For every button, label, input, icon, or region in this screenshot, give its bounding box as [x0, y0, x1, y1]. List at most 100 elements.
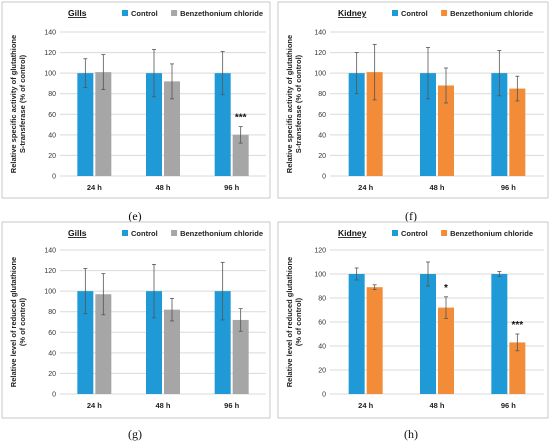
significance-label: ***: [235, 113, 247, 124]
legend-swatch: [392, 230, 398, 236]
y-axis-label: Relative specific activity of glutathion…: [285, 35, 294, 173]
y-tick-label: 100: [314, 71, 326, 78]
panel-title: Kidney: [338, 228, 367, 238]
bar: [420, 274, 436, 394]
legend-swatch: [171, 230, 178, 236]
panel-title: Gills: [68, 8, 87, 18]
x-tick-label: 96 h: [224, 401, 239, 410]
legend-swatch: [441, 230, 448, 236]
bar: [164, 81, 180, 176]
legend-swatch: [441, 10, 448, 16]
legend-label: Control: [131, 9, 158, 18]
legend-swatch: [122, 10, 128, 16]
y-tick-label: 80: [48, 91, 56, 98]
y-tick-label: 100: [44, 71, 56, 78]
significance-label: *: [444, 283, 448, 294]
chart-panel: 0 20 40 60 80 100 120 140 Relative specific acti…: [1, 1, 271, 223]
x-tick-label: 24 h: [358, 183, 373, 192]
panel-title: Gills: [68, 228, 87, 238]
bar: [164, 309, 180, 394]
legend-label: Benzethonium chloride: [180, 229, 263, 238]
x-tick-label: 48 h: [155, 183, 170, 192]
significance-label: ***: [511, 320, 523, 331]
panel-caption: (e): [128, 209, 141, 223]
bar: [509, 88, 526, 176]
y-tick-label: 40: [48, 132, 56, 139]
bar: [491, 274, 508, 394]
bar: [77, 73, 94, 176]
y-tick-label: 120: [314, 248, 326, 255]
chart-panel: 0 20 40 60 80 100 120 140 Relative level of redu…: [1, 221, 271, 441]
legend-swatch: [171, 10, 178, 16]
legend-label: Control: [401, 9, 428, 18]
y-tick-label: 60: [48, 112, 56, 119]
bar: [95, 294, 112, 394]
bar: [438, 85, 454, 176]
legend-label: Control: [131, 229, 158, 238]
bar: [366, 287, 383, 394]
y-tick-label: 120: [314, 50, 326, 57]
bar: [77, 291, 94, 394]
y-axis-label: Relative level of reduced glutathione: [9, 257, 18, 387]
y-tick-label: 80: [318, 296, 326, 303]
panel-caption: (g): [128, 427, 142, 441]
panel-caption: (h): [404, 427, 418, 441]
y-tick-label: 120: [44, 268, 56, 275]
y-tick-label: 20: [48, 371, 56, 378]
chart-panel: 0 20 40 60 80 100 120 140 Relative specific acti…: [277, 1, 549, 223]
bar: [232, 134, 249, 176]
y-axis-label: Relative specific activity of glutathion…: [9, 35, 18, 173]
bar: [438, 307, 454, 394]
y-tick-label: 60: [318, 112, 326, 119]
bar: [366, 72, 383, 176]
y-tick-label: 60: [48, 330, 56, 337]
x-tick-label: 24 h: [87, 401, 102, 410]
y-tick-label: 20: [318, 153, 326, 160]
y-tick-label: 80: [48, 309, 56, 316]
panel-title: Kidney: [338, 8, 367, 18]
x-tick-label: 96 h: [501, 401, 516, 410]
y-tick-label: 40: [48, 350, 56, 357]
bar: [214, 291, 231, 394]
y-tick-label: 20: [48, 153, 56, 160]
x-tick-label: 96 h: [224, 183, 239, 192]
y-tick-label: 0: [322, 174, 326, 181]
x-tick-label: 96 h: [501, 183, 516, 192]
y-tick-label: 100: [314, 272, 326, 279]
y-axis-label: S-transferase (% of control): [18, 54, 27, 153]
y-tick-label: 140: [44, 30, 56, 37]
y-tick-label: 140: [44, 248, 56, 255]
legend-swatch: [392, 10, 398, 16]
bar: [420, 73, 436, 176]
x-tick-label: 24 h: [358, 401, 373, 410]
y-tick-label: 20: [318, 368, 326, 375]
bar: [214, 73, 231, 176]
x-tick-label: 48 h: [155, 401, 170, 410]
bar: [95, 72, 112, 176]
bar: [146, 291, 162, 394]
y-axis-label: Relative level of reduced glutathione: [285, 257, 294, 387]
y-axis-label: (% of control): [18, 297, 27, 346]
x-tick-label: 24 h: [87, 183, 102, 192]
bar: [491, 73, 508, 176]
legend-label: Benzethonium chloride: [180, 9, 263, 18]
y-axis-label: (% of control): [294, 297, 303, 346]
bar: [509, 342, 526, 394]
legend-swatch: [122, 230, 128, 236]
y-axis-label: S-transferase (% of control): [294, 54, 303, 153]
y-tick-label: 40: [318, 132, 326, 139]
y-tick-label: 0: [52, 392, 56, 399]
y-tick-label: 60: [318, 320, 326, 327]
y-tick-label: 120: [44, 50, 56, 57]
bar: [146, 73, 162, 176]
bar: [348, 73, 365, 176]
bar: [348, 274, 365, 394]
y-tick-label: 0: [52, 174, 56, 181]
x-tick-label: 48 h: [429, 401, 444, 410]
chart-panel: 0 20 40 60 80 100 120 Relative level of reduced…: [277, 221, 549, 441]
y-tick-label: 100: [44, 289, 56, 296]
x-tick-label: 48 h: [429, 183, 444, 192]
legend-label: Control: [401, 229, 428, 238]
panel-caption: (f): [405, 209, 417, 223]
